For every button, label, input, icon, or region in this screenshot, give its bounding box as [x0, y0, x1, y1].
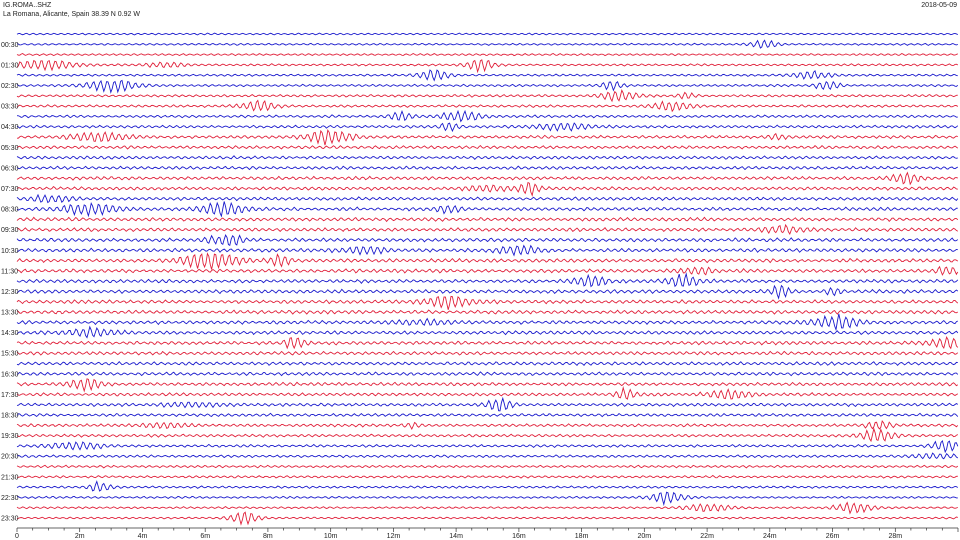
seismic-trace [16, 252, 959, 270]
seismic-trace [16, 109, 958, 123]
seismic-trace [16, 122, 959, 133]
row-time-label: 20:30 [1, 454, 19, 461]
x-tick-label: 2m [75, 533, 85, 540]
seismic-trace [16, 128, 958, 146]
x-tick-label: 4m [138, 533, 148, 540]
seismic-trace [16, 325, 959, 339]
seismic-trace [16, 501, 958, 515]
seismic-trace [16, 181, 958, 197]
x-tick-label: 28m [888, 533, 902, 540]
row-time-label: 02:30 [1, 83, 19, 90]
seismic-trace [16, 145, 959, 150]
row-time-label: 22:30 [1, 495, 19, 502]
trace-group [16, 32, 959, 526]
seismic-trace [16, 378, 959, 393]
row-time-label: 18:30 [1, 413, 19, 420]
seismic-trace [16, 59, 959, 74]
seismic-trace [16, 99, 959, 113]
row-time-label: 15:30 [1, 351, 19, 358]
seismic-trace [16, 452, 959, 460]
x-tick-label: 18m [575, 533, 589, 540]
seismic-trace [16, 396, 959, 412]
seismic-trace [16, 474, 958, 479]
row-time-label: 06:30 [1, 165, 19, 172]
seismic-trace [16, 480, 959, 492]
x-tick-label: 20m [637, 533, 651, 540]
seismic-trace [16, 412, 959, 418]
row-time-label: 08:30 [1, 207, 19, 214]
row-time-label: 07:30 [1, 186, 19, 193]
row-time-label: 19:30 [1, 433, 19, 440]
seismic-trace [16, 427, 958, 443]
seismic-trace [16, 52, 958, 57]
seismic-trace [16, 223, 959, 235]
station-code: IG.ROMA..SHZ [3, 2, 52, 9]
row-time-label: 16:30 [1, 371, 19, 378]
x-tick-label: 10m [324, 533, 338, 540]
seismic-trace [16, 313, 959, 332]
seismic-trace [16, 88, 958, 103]
row-time-label: 01:30 [1, 62, 19, 69]
time-axis: 0 2m 4m 6m 8m 10m 12m 14m 16m 18m 20m 22m 24m 26m 28m [15, 527, 959, 540]
row-time-label: 11:30 [1, 268, 18, 275]
seismic-trace [16, 440, 959, 454]
seismic-trace [16, 360, 958, 367]
seismic-trace [16, 165, 959, 171]
x-tick-label: 22m [700, 533, 714, 540]
record-date: 2018-05-09 [921, 2, 957, 9]
seismic-trace [16, 350, 959, 356]
seismic-trace [16, 201, 958, 218]
seismic-trace [16, 295, 959, 310]
x-tick-label: 14m [449, 533, 463, 540]
seismic-trace [16, 32, 958, 36]
row-time-label: 21:30 [1, 474, 19, 481]
x-tick-label: 26m [826, 533, 840, 540]
seismic-trace [16, 309, 959, 315]
seismic-trace [16, 464, 959, 469]
x-tick-label: 12m [387, 533, 401, 540]
row-time-label: 00:30 [1, 42, 19, 49]
seismic-trace [16, 284, 959, 300]
station-location: La Romana, Alicante, Spain 38.39 N 0.92 … [3, 11, 140, 18]
row-time-label: 14:30 [1, 330, 19, 337]
row-label-group: 00:30 01:30 02:30 03:30 04:30 05:30 06:30 07:30… [1, 42, 19, 523]
seismic-trace [16, 39, 958, 49]
seismic-trace [16, 419, 959, 430]
row-time-label: 23:30 [1, 516, 19, 523]
seismic-trace [16, 155, 958, 160]
seismic-trace [16, 371, 959, 377]
seismic-trace [16, 216, 959, 223]
seismic-trace [16, 69, 958, 82]
x-tick-label: 6m [200, 533, 210, 540]
row-time-label: 17:30 [1, 392, 19, 399]
seismic-trace [16, 79, 959, 94]
row-time-label: 12:30 [1, 289, 19, 296]
row-time-label: 09:30 [1, 227, 19, 234]
row-time-label: 04:30 [1, 124, 19, 131]
row-time-label: 10:30 [1, 248, 19, 255]
x-tick-label: 16m [512, 533, 526, 540]
seismic-trace [16, 385, 959, 400]
seismic-trace [16, 491, 958, 507]
seismic-trace [16, 272, 959, 288]
x-tick-label: 8m [263, 533, 273, 540]
seismic-trace [16, 336, 959, 350]
row-time-label: 05:30 [1, 145, 19, 152]
seismic-trace [16, 511, 958, 526]
seismic-trace [16, 234, 959, 247]
seismic-trace [16, 244, 958, 257]
seismic-trace [16, 193, 959, 204]
x-tick-label: 24m [763, 533, 777, 540]
row-time-label: 13:30 [1, 310, 19, 317]
seismic-trace [16, 265, 959, 276]
x-tick-label: 0 [15, 533, 19, 540]
seismic-trace [16, 171, 958, 186]
row-time-label: 03:30 [1, 104, 19, 111]
